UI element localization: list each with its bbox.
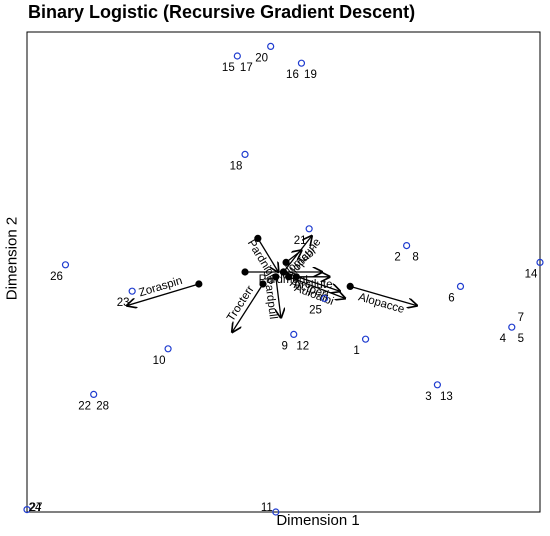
point-label-12: 12	[296, 340, 309, 352]
point-label-26: 26	[50, 271, 63, 283]
vector-origin-pardpull	[272, 273, 280, 281]
point-label-8: 8	[412, 252, 418, 264]
vector-origin-alopfabr	[282, 258, 290, 266]
vector-origin-alopacce	[346, 282, 354, 290]
plot-frame	[26, 31, 541, 513]
point-label-5: 5	[518, 333, 524, 345]
point-label-19: 19	[304, 69, 317, 81]
point-marker-2	[403, 242, 411, 250]
point-marker-6	[456, 282, 465, 290]
point-label-21: 21	[294, 235, 307, 247]
point-label-13: 13	[440, 391, 453, 403]
vector-arrow-trocterr	[232, 283, 264, 332]
x-axis-label: Dimension 1	[276, 512, 360, 529]
point-label-17: 17	[240, 62, 253, 74]
point-label-22: 22	[78, 400, 91, 412]
vector-arrow-pardpull	[276, 276, 281, 318]
vector-origin-pardmont	[241, 268, 249, 276]
point-label-24: 24	[29, 502, 42, 514]
point-marker-25	[320, 294, 329, 302]
vector-origin-pardnigr	[254, 234, 262, 242]
point-label-25: 25	[309, 304, 322, 316]
point-label-28: 28	[96, 400, 109, 412]
chart-title: Binary Logistic (Recursive Gradient Desc…	[28, 2, 416, 22]
point-label-4: 4	[500, 333, 507, 345]
point-label-18: 18	[230, 160, 243, 172]
vector-arrow-arctperi	[283, 271, 340, 291]
vector-arrow-alopacce	[350, 285, 417, 305]
point-marker-18	[241, 150, 249, 158]
vector-label-pardpull: Pardpull	[262, 277, 279, 320]
point-label-9: 9	[282, 340, 288, 352]
point-marker-26	[61, 261, 70, 269]
point-label-3: 3	[425, 391, 431, 403]
point-label-6: 6	[448, 292, 454, 304]
point-marker-4	[508, 323, 516, 331]
point-marker-14	[536, 258, 544, 266]
point-label-11: 11	[261, 502, 273, 514]
vectors-layer: Pardnigr AlopcuneAlopfabrPardmontArctlute…	[127, 235, 417, 332]
point-label-1: 1	[353, 345, 359, 357]
point-marker-23	[128, 287, 136, 295]
point-marker-15	[233, 52, 241, 60]
point-label-16: 16	[286, 69, 299, 81]
point-marker-20	[267, 42, 275, 51]
vector-arrow-zoraspin	[127, 283, 200, 306]
point-label-15: 15	[222, 62, 235, 74]
point-label-7: 7	[518, 312, 524, 324]
vector-origin-zoraspin	[195, 280, 203, 288]
point-marker-1	[361, 335, 370, 343]
vector-origin-arctperi	[279, 268, 288, 276]
point-label-10: 10	[153, 355, 166, 367]
point-marker-16	[297, 59, 306, 67]
vector-origin-trocterr	[259, 280, 267, 288]
point-marker-9	[290, 330, 298, 338]
point-label-2: 2	[394, 252, 400, 264]
point-label-14: 14	[525, 268, 538, 280]
point-label-23: 23	[117, 297, 130, 309]
point-label-27: 27	[30, 502, 43, 514]
point-marker-21	[305, 225, 313, 233]
vector-arrow-pardnigr	[257, 238, 279, 272]
point-marker-10	[164, 345, 172, 353]
point-marker-3	[433, 381, 441, 389]
point-marker-24	[23, 506, 31, 514]
point-marker-22	[90, 390, 98, 398]
vector-arrow-auloalbi	[288, 276, 345, 299]
point-label-20: 20	[255, 52, 268, 64]
y-axis-label: Dimension 2	[3, 216, 21, 301]
point-marker-11	[272, 508, 280, 516]
